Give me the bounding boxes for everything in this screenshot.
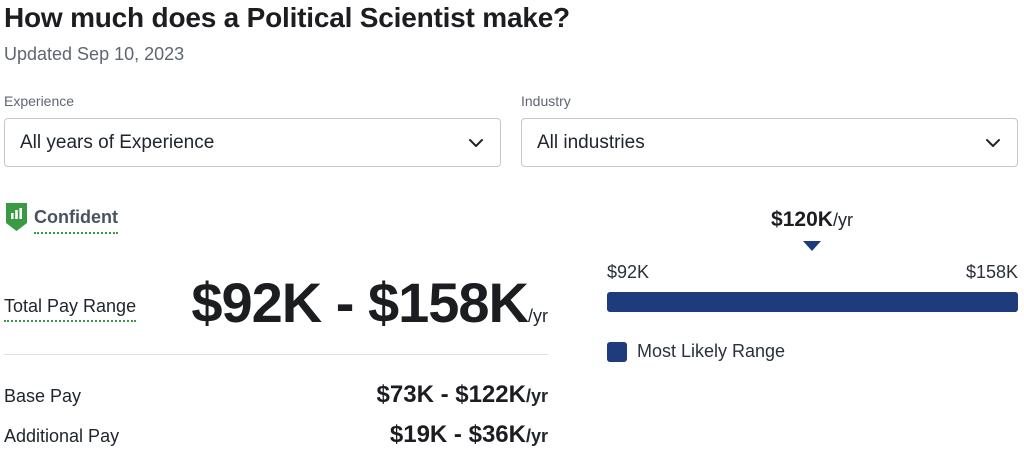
legend-swatch (607, 342, 627, 362)
total-pay-range-label[interactable]: Total Pay Range (4, 296, 137, 322)
additional-pay-row: Additional Pay $19K - $36K/yr (4, 421, 548, 449)
page-title: How much does a Political Scientist make… (4, 2, 570, 33)
additional-pay-value: $19K - $36K/yr (390, 421, 548, 449)
chevron-down-icon (986, 138, 1000, 147)
range-max-label: $158K (965, 262, 1018, 282)
confidence-shield-icon (6, 203, 27, 231)
confidence-label[interactable]: Confident (34, 207, 118, 234)
base-pay-label: Base Pay (4, 386, 82, 406)
base-pay-value: $73K - $122K/yr (377, 381, 548, 409)
experience-select[interactable]: All years of Experience (4, 118, 501, 167)
total-pay-range-value: $92K - $158K/yr (191, 270, 548, 335)
updated-date: Updated Sep 10, 2023 (4, 44, 185, 64)
median-pay-unit: /yr (832, 210, 853, 230)
legend-label: Most Likely Range (637, 341, 786, 361)
total-pay-unit: /yr (528, 306, 548, 326)
median-arrow-icon (803, 241, 821, 251)
range-min-label: $92K (607, 262, 650, 282)
base-pay-amount: $73K - $122K (376, 381, 526, 408)
additional-pay-unit: /yr (525, 426, 548, 446)
total-pay-range-amount: $92K - $158K (191, 271, 529, 334)
section-divider (4, 354, 548, 355)
chevron-down-icon (469, 138, 483, 147)
base-pay-unit: /yr (525, 386, 548, 406)
median-pay-value: $120K (771, 208, 833, 231)
base-pay-row: Base Pay $73K - $122K/yr (4, 381, 548, 409)
experience-label: Experience (4, 93, 75, 109)
industry-label: Industry (521, 93, 571, 109)
industry-select-value: All industries (537, 131, 645, 153)
additional-pay-amount: $19K - $36K (389, 421, 526, 448)
experience-select-value: All years of Experience (20, 131, 215, 153)
additional-pay-label: Additional Pay (4, 426, 120, 446)
pay-range-bar (607, 292, 1018, 312)
median-pay-marker: $120K/yr (712, 208, 912, 232)
industry-select[interactable]: All industries (521, 118, 1018, 167)
